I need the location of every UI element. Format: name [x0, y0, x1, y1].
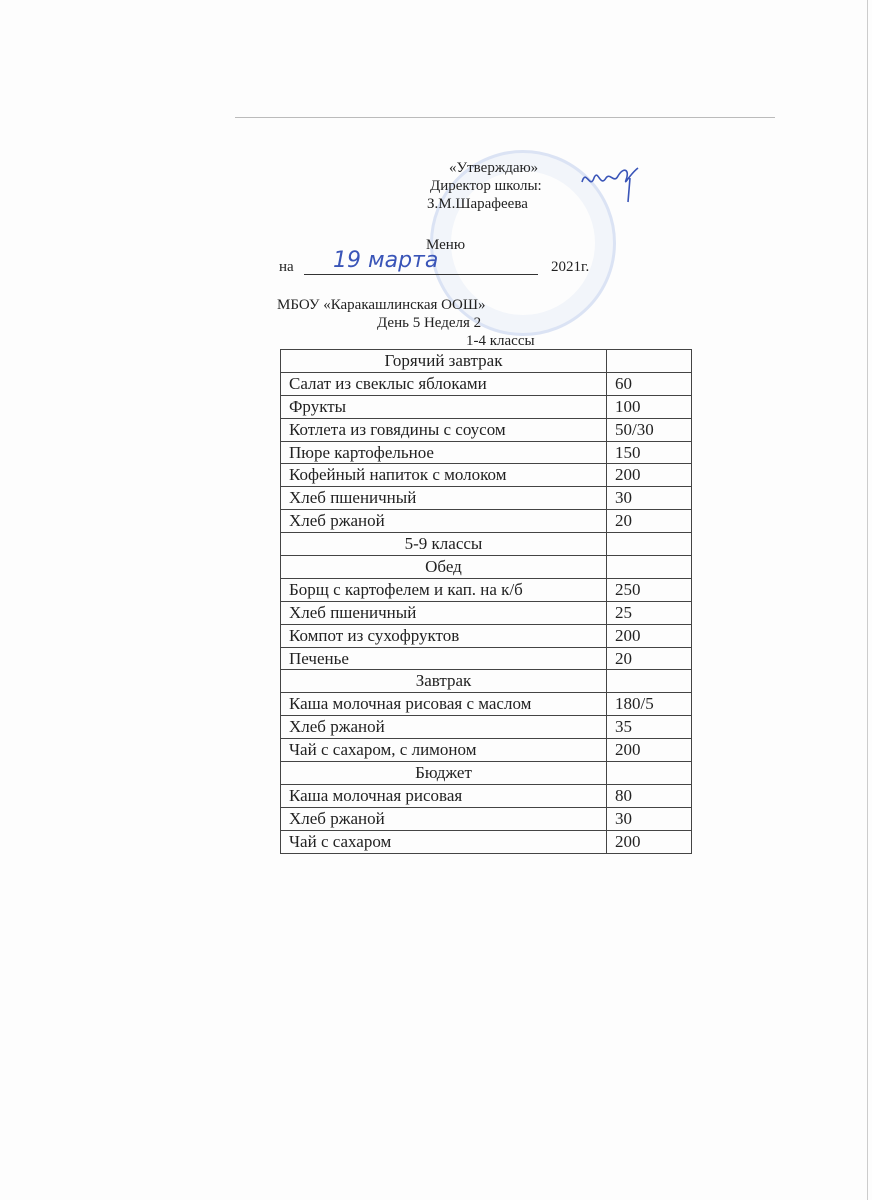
- portion-value: [606, 761, 692, 785]
- section-row: Завтрак: [280, 669, 692, 694]
- section-title: Завтрак: [280, 669, 607, 694]
- section-row: 5-9 классы: [280, 532, 692, 557]
- section-row: Бюджет: [280, 761, 692, 785]
- table-row: Котлета из говядины с соусом 50/30: [280, 417, 692, 442]
- dish-name: Компот из сухофруктов: [280, 623, 607, 648]
- dish-name: Фрукты: [280, 394, 607, 419]
- portion-value: 180/5: [606, 692, 692, 717]
- menu-table: Горячий завтрак Салат из свеклыс яблоками…: [280, 349, 692, 854]
- school-name: МБОУ «Каракашлинская ООШ»: [277, 297, 486, 313]
- grades-1-4: 1-4 классы: [466, 333, 535, 349]
- dish-name: Хлеб ржаной: [280, 715, 607, 740]
- dish-name: Хлеб пшеничный: [280, 600, 607, 625]
- table-row: Борщ с картофелем и кап. на к/б 250: [280, 577, 692, 602]
- dish-name: Каша молочная рисовая с маслом: [280, 692, 607, 717]
- section-row: Обед: [280, 555, 692, 579]
- scan-edge: [867, 0, 868, 1200]
- portion-value: 250: [606, 577, 692, 602]
- table-row: Хлеб ржаной 20: [280, 509, 692, 534]
- section-title: Горячий завтрак: [280, 349, 607, 373]
- dish-name: Котлета из говядины с соусом: [280, 417, 607, 442]
- portion-value: [606, 532, 692, 557]
- portion-value: 150: [606, 440, 692, 465]
- scan-top-line: [235, 117, 775, 118]
- portion-value: 200: [606, 738, 692, 763]
- portion-value: 200: [606, 463, 692, 488]
- section-title: 5-9 классы: [280, 532, 607, 557]
- portion-value: 25: [606, 600, 692, 625]
- year: 2021г.: [551, 259, 590, 275]
- portion-value: [606, 555, 692, 579]
- table-row: Салат из свеклыс яблоками 60: [280, 371, 692, 396]
- portion-value: 30: [606, 806, 692, 831]
- on-label: на: [279, 259, 294, 275]
- table-row: Печенье 20: [280, 646, 692, 671]
- director-label: Директор школы:: [430, 178, 542, 194]
- approve-label: «Утверждаю»: [449, 160, 539, 176]
- table-row: Пюре картофельное 150: [280, 440, 692, 465]
- dish-name: Чай с сахаром: [280, 829, 607, 854]
- dish-name: Каша молочная рисовая: [280, 783, 607, 808]
- portion-value: 35: [606, 715, 692, 740]
- dish-name: Салат из свеклыс яблоками: [280, 371, 607, 396]
- table-row: Хлеб ржаной 35: [280, 715, 692, 740]
- portion-value: 60: [606, 371, 692, 396]
- school-stamp: [430, 150, 616, 336]
- table-row: Каша молочная рисовая с маслом 180/5: [280, 692, 692, 717]
- signature: [581, 167, 639, 203]
- date-underline: [304, 274, 538, 275]
- section-title: Обед: [280, 555, 607, 579]
- portion-value: 50/30: [606, 417, 692, 442]
- dish-name: Кофейный напиток с молоком: [280, 463, 607, 488]
- portion-value: 200: [606, 829, 692, 854]
- portion-value: 100: [606, 394, 692, 419]
- dish-name: Хлеб пшеничный: [280, 486, 607, 511]
- table-row: Компот из сухофруктов 200: [280, 623, 692, 648]
- portion-value: [606, 349, 692, 373]
- dish-name: Хлеб ржаной: [280, 509, 607, 534]
- portion-value: 80: [606, 783, 692, 808]
- dish-name: Чай с сахаром, с лимоном: [280, 738, 607, 763]
- portion-value: 20: [606, 509, 692, 534]
- portion-value: 20: [606, 646, 692, 671]
- portion-value: [606, 669, 692, 694]
- table-row: Каша молочная рисовая 80: [280, 783, 692, 808]
- table-row: Хлеб пшеничный 30: [280, 486, 692, 511]
- menu-title: Меню: [426, 237, 466, 253]
- table-row: Хлеб пшеничный 25: [280, 600, 692, 625]
- day-week: День 5 Неделя 2: [377, 315, 482, 331]
- section-row: Горячий завтрак: [280, 349, 692, 373]
- table-row: Чай с сахаром 200: [280, 829, 692, 854]
- director-name: З.М.Шарафеева: [427, 196, 528, 212]
- table-row: Фрукты 100: [280, 394, 692, 419]
- dish-name: Хлеб ржаной: [280, 806, 607, 831]
- portion-value: 200: [606, 623, 692, 648]
- table-row: Кофейный напиток с молоком 200: [280, 463, 692, 488]
- section-title: Бюджет: [280, 761, 607, 785]
- portion-value: 30: [606, 486, 692, 511]
- table-row: Хлеб ржаной 30: [280, 806, 692, 831]
- dish-name: Пюре картофельное: [280, 440, 607, 465]
- dish-name: Борщ с картофелем и кап. на к/б: [280, 577, 607, 602]
- dish-name: Печенье: [280, 646, 607, 671]
- handwritten-date: 19 марта: [333, 248, 439, 273]
- table-row: Чай с сахаром, с лимоном 200: [280, 738, 692, 763]
